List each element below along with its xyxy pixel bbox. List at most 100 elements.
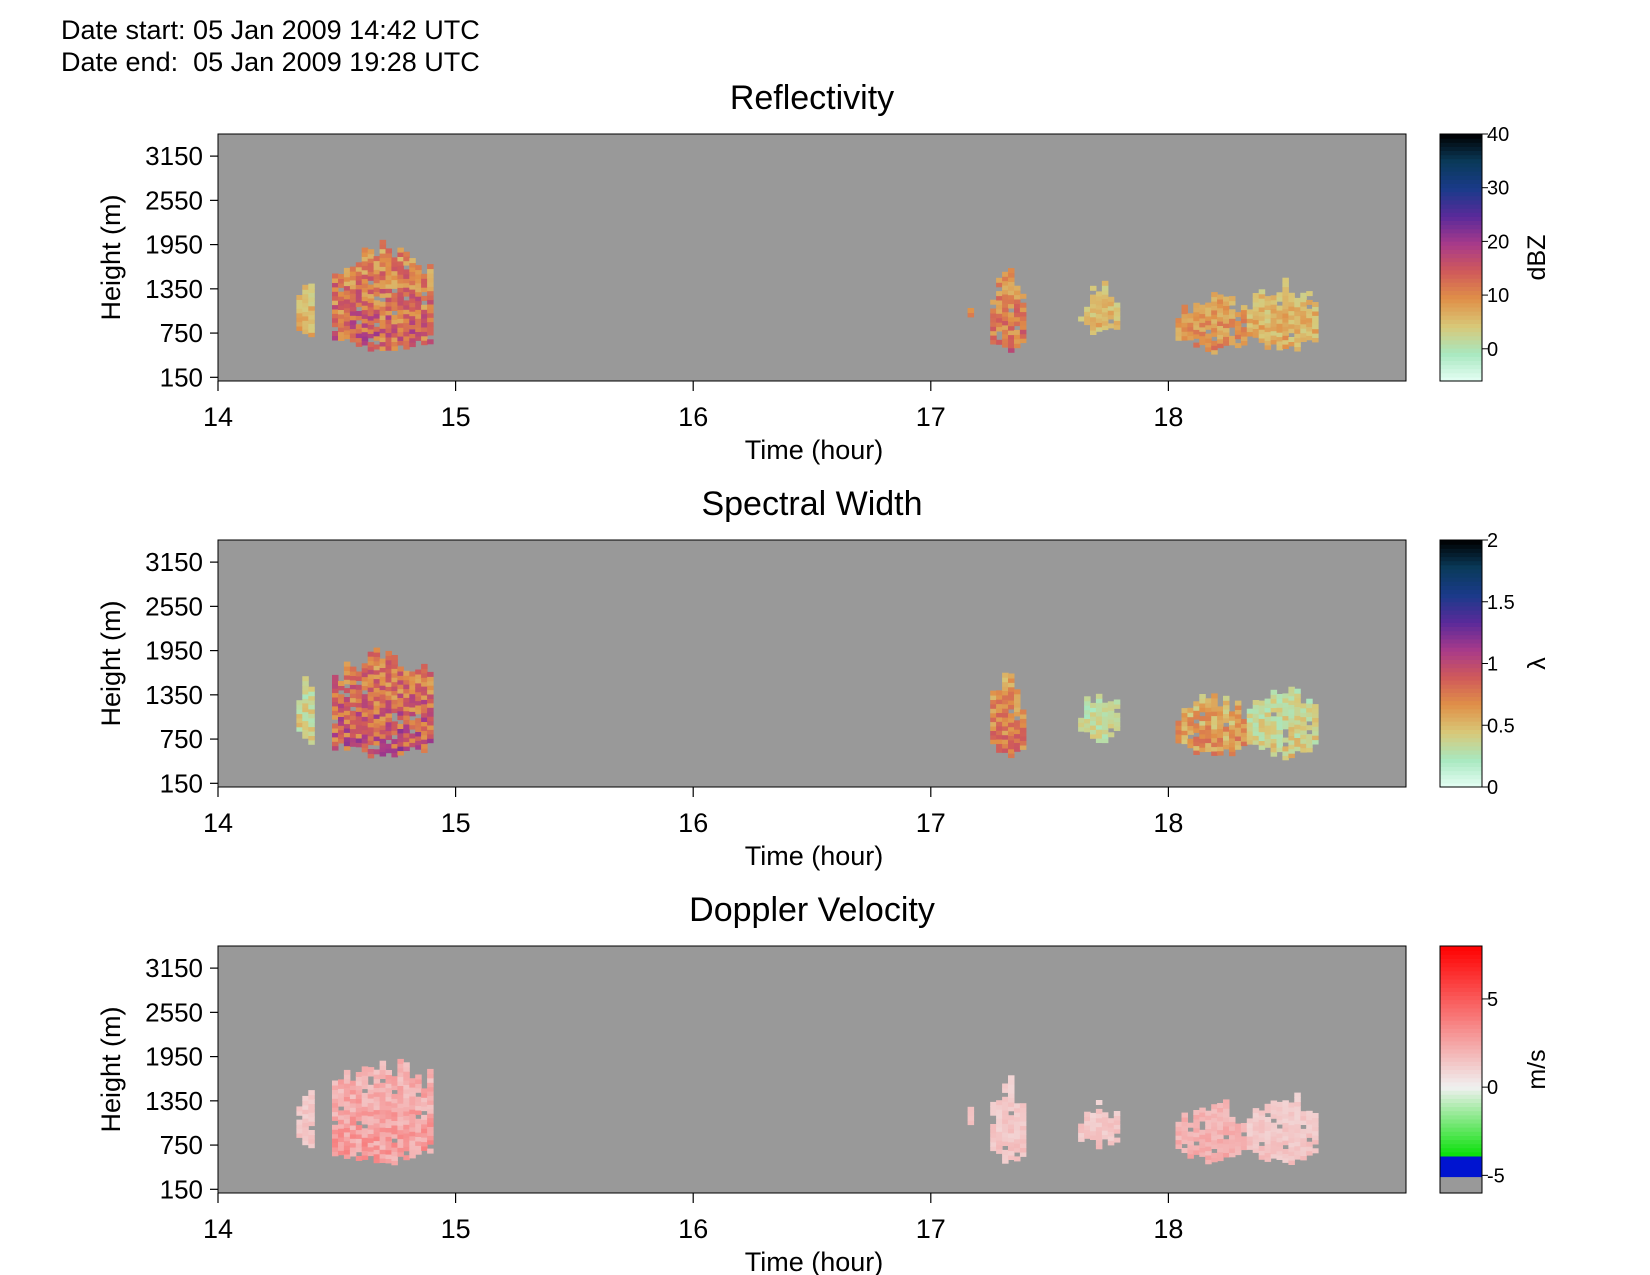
data-cell: [379, 292, 387, 298]
data-cell: [403, 300, 410, 306]
data-cell: [1282, 724, 1289, 730]
data-cell: [1095, 715, 1103, 721]
data-cell: [1306, 734, 1313, 740]
data-cell: [1199, 1112, 1206, 1118]
data-cell: [1181, 1112, 1188, 1118]
data-cell: [391, 1124, 398, 1130]
data-cell: [391, 337, 398, 342]
data-cell: [1014, 285, 1021, 291]
data-cell: [403, 1071, 410, 1077]
data-cell: [1217, 737, 1224, 743]
data-cell: [391, 668, 398, 674]
data-cell: [1019, 1125, 1027, 1131]
data-cell: [397, 309, 404, 315]
data-cell: [355, 1080, 363, 1086]
echo-segment: [1246, 277, 1319, 352]
data-cell: [1223, 1103, 1230, 1109]
data-cell: [397, 1151, 404, 1157]
data-cell: [373, 713, 381, 719]
data-cell: [1002, 311, 1009, 317]
x-axis-label: Time (hour): [745, 841, 884, 871]
data-cell: [415, 678, 422, 684]
data-cell: [1095, 724, 1103, 730]
data-cell: [1264, 703, 1272, 708]
data-cell: [1193, 723, 1200, 729]
data-cell: [1090, 1112, 1097, 1118]
data-cell: [1312, 1139, 1319, 1145]
data-cell: [391, 292, 398, 298]
colorbar-tick-label: 2: [1487, 530, 1498, 552]
data-cell: [1258, 713, 1266, 719]
data-cell: [415, 1145, 422, 1151]
data-cell: [1294, 1150, 1301, 1156]
colorbar-step: [1440, 626, 1482, 632]
data-cell: [1019, 307, 1027, 313]
data-cell: [1252, 726, 1260, 732]
data-cell: [1101, 307, 1109, 313]
data-cell: [338, 1132, 345, 1138]
data-cell: [343, 294, 351, 300]
data-cell: [1084, 722, 1091, 728]
data-cell: [355, 1125, 363, 1131]
data-cell: [397, 706, 404, 712]
data-cell: [1101, 720, 1109, 726]
data-cell: [990, 717, 997, 723]
data-cell: [1008, 334, 1015, 340]
data-cell: [1095, 1139, 1103, 1145]
data-cell: [379, 1118, 387, 1124]
data-cell: [1312, 315, 1319, 321]
colorbar-step: [1440, 577, 1482, 582]
colorbar-step: [1440, 1044, 1482, 1050]
data-cell: [302, 1122, 309, 1128]
data-cell: [397, 318, 404, 324]
data-cell: [1294, 1101, 1301, 1107]
data-cell: [1288, 337, 1295, 342]
data-cell: [1264, 1139, 1272, 1145]
colorbar-tick-label: 0: [1487, 1077, 1498, 1099]
data-cell: [990, 317, 997, 323]
data-cell: [421, 295, 428, 301]
data-cell: [308, 1121, 315, 1127]
data-cell: [391, 1116, 398, 1121]
echo-segment: [296, 283, 315, 338]
data-cell: [1205, 1137, 1212, 1143]
data-cell: [1211, 305, 1218, 311]
data-cell: [403, 331, 410, 337]
data-cell: [1113, 717, 1121, 723]
data-cell: [1211, 309, 1218, 315]
colorbar-step: [1440, 1011, 1482, 1017]
data-cell: [1217, 312, 1224, 318]
data-cell: [1312, 1130, 1319, 1136]
data-cell: [332, 1089, 339, 1095]
data-cell: [361, 327, 369, 333]
data-cell: [1181, 1125, 1188, 1131]
y-axis-label: Height (m): [96, 600, 126, 726]
data-cell: [403, 256, 410, 262]
data-cell: [349, 675, 357, 681]
data-cell: [367, 1146, 375, 1152]
data-cell: [1107, 723, 1115, 729]
colorbar-tick-label: 0: [1487, 339, 1498, 361]
data-cell: [302, 685, 309, 691]
data-cell: [361, 694, 369, 700]
data-cell: [1276, 702, 1283, 708]
data-cell: [1258, 329, 1266, 335]
echo-segment: [296, 1090, 315, 1149]
colorbar-step: [1440, 564, 1482, 570]
data-cell: [1264, 296, 1272, 302]
data-cell: [1002, 338, 1009, 344]
data-cell: [990, 726, 997, 731]
echo-segment: [990, 1075, 1027, 1164]
data-cell: [343, 674, 351, 680]
data-cell: [1101, 724, 1109, 730]
data-cell: [391, 730, 398, 736]
data-cell: [1258, 1145, 1266, 1151]
data-cell: [373, 1149, 381, 1155]
data-cell: [1294, 302, 1301, 308]
data-cell: [1019, 736, 1027, 741]
data-cell: [1312, 735, 1319, 741]
data-cell: [1276, 336, 1283, 342]
data-cell: [1294, 297, 1301, 303]
data-cell: [367, 284, 375, 290]
data-cell: [367, 695, 375, 701]
